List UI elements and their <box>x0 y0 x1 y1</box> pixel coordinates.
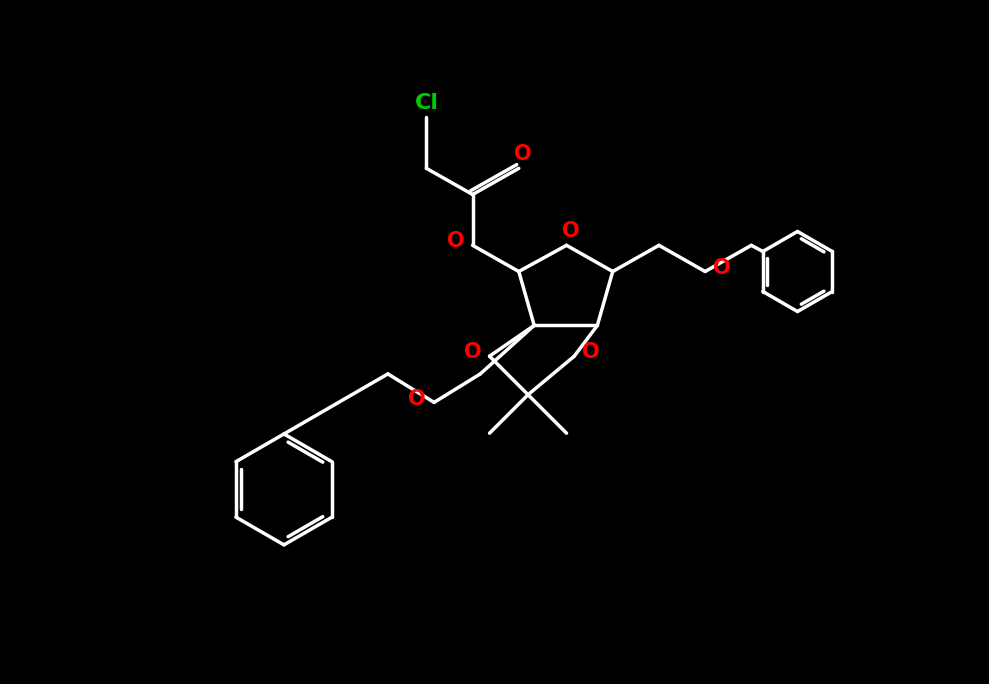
Text: O: O <box>562 222 580 241</box>
Text: O: O <box>447 231 465 252</box>
Text: Cl: Cl <box>414 93 438 113</box>
Text: O: O <box>583 343 600 363</box>
Text: O: O <box>713 258 731 278</box>
Text: O: O <box>408 389 426 408</box>
Text: O: O <box>464 343 482 363</box>
Text: O: O <box>514 144 531 164</box>
